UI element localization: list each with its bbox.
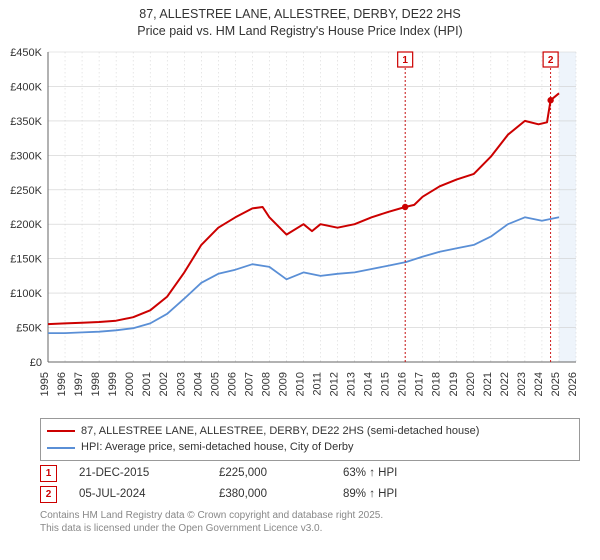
- svg-text:2017: 2017: [414, 372, 426, 396]
- svg-text:2001: 2001: [141, 372, 153, 396]
- sale-row-2: 2 05-JUL-2024 £380,000 89% ↑ HPI: [40, 486, 580, 503]
- svg-text:£50K: £50K: [16, 322, 42, 334]
- svg-text:£300K: £300K: [10, 150, 42, 162]
- legend-box: 87, ALLESTREE LANE, ALLESTREE, DERBY, DE…: [40, 418, 580, 461]
- svg-text:2: 2: [548, 55, 554, 66]
- sale-row-1: 1 21-DEC-2015 £225,000 63% ↑ HPI: [40, 465, 580, 482]
- svg-text:2013: 2013: [346, 372, 358, 396]
- sale-marker-1: 1: [40, 465, 57, 482]
- svg-text:2018: 2018: [431, 372, 443, 396]
- svg-text:2020: 2020: [465, 372, 477, 396]
- sale-date-2: 05-JUL-2024: [79, 488, 215, 500]
- svg-text:1998: 1998: [90, 372, 102, 396]
- svg-text:1: 1: [402, 55, 408, 66]
- legend-swatch-hpi: [47, 447, 75, 449]
- legend-row-property: 87, ALLESTREE LANE, ALLESTREE, DERBY, DE…: [47, 423, 573, 440]
- svg-text:2023: 2023: [516, 372, 528, 396]
- svg-text:2007: 2007: [243, 372, 255, 396]
- svg-text:£150K: £150K: [10, 253, 42, 265]
- svg-text:£400K: £400K: [10, 81, 42, 93]
- svg-text:2003: 2003: [175, 372, 187, 396]
- svg-text:1999: 1999: [107, 372, 119, 396]
- svg-text:2008: 2008: [260, 372, 272, 396]
- sale-price-2: £380,000: [219, 488, 339, 500]
- footer-attribution: Contains HM Land Registry data © Crown c…: [40, 509, 580, 536]
- svg-text:2016: 2016: [397, 372, 409, 396]
- svg-text:2000: 2000: [124, 372, 136, 396]
- footer-line-1: Contains HM Land Registry data © Crown c…: [40, 509, 580, 523]
- svg-text:2002: 2002: [158, 372, 170, 396]
- legend-label-property: 87, ALLESTREE LANE, ALLESTREE, DERBY, DE…: [81, 423, 479, 440]
- svg-text:£100K: £100K: [10, 288, 42, 300]
- svg-text:£0: £0: [30, 357, 42, 369]
- svg-text:2015: 2015: [380, 372, 392, 396]
- svg-text:£250K: £250K: [10, 185, 42, 197]
- svg-text:2011: 2011: [312, 372, 324, 396]
- svg-text:2012: 2012: [329, 372, 341, 396]
- svg-text:£350K: £350K: [10, 116, 42, 128]
- chart-title: 87, ALLESTREE LANE, ALLESTREE, DERBY, DE…: [0, 0, 600, 42]
- sale-delta-1: 63% ↑ HPI: [343, 467, 463, 479]
- svg-text:£450K: £450K: [10, 47, 42, 59]
- sale-marker-2: 2: [40, 486, 57, 503]
- svg-text:2025: 2025: [550, 372, 562, 396]
- svg-text:1996: 1996: [56, 372, 68, 396]
- legend-row-hpi: HPI: Average price, semi-detached house,…: [47, 439, 573, 456]
- svg-text:2004: 2004: [192, 372, 204, 396]
- svg-text:2019: 2019: [448, 372, 460, 396]
- footer-line-2: This data is licensed under the Open Gov…: [40, 522, 580, 536]
- sales-table: 1 21-DEC-2015 £225,000 63% ↑ HPI 2 05-JU…: [40, 465, 580, 503]
- svg-text:1995: 1995: [39, 372, 51, 396]
- title-line-2: Price paid vs. HM Land Registry's House …: [0, 23, 600, 40]
- svg-text:2022: 2022: [499, 372, 511, 396]
- sale-date-1: 21-DEC-2015: [79, 467, 215, 479]
- legend-label-hpi: HPI: Average price, semi-detached house,…: [81, 439, 354, 456]
- legend-swatch-property: [47, 430, 75, 432]
- svg-text:£200K: £200K: [10, 219, 42, 231]
- svg-text:2009: 2009: [277, 372, 289, 396]
- price-chart: £0 £50K £100K £150K £200K £250K £300K £350K £400…: [0, 42, 600, 412]
- svg-text:1997: 1997: [73, 372, 85, 396]
- svg-text:2014: 2014: [363, 372, 375, 396]
- chart-svg: £0 £50K £100K £150K £200K £250K £300K £350K £400…: [0, 42, 600, 412]
- title-line-1: 87, ALLESTREE LANE, ALLESTREE, DERBY, DE…: [0, 6, 600, 23]
- svg-text:2006: 2006: [226, 372, 238, 396]
- sale-delta-2: 89% ↑ HPI: [343, 488, 463, 500]
- svg-text:2026: 2026: [567, 372, 579, 396]
- svg-text:2021: 2021: [482, 372, 494, 396]
- sale-price-1: £225,000: [219, 467, 339, 479]
- svg-text:2005: 2005: [209, 372, 221, 396]
- svg-text:2024: 2024: [533, 372, 545, 396]
- svg-text:2010: 2010: [294, 372, 306, 396]
